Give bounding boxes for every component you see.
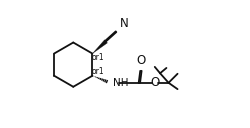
Text: N: N: [120, 17, 128, 30]
Text: O: O: [136, 54, 145, 67]
Text: or1: or1: [92, 53, 104, 62]
Text: NH: NH: [113, 78, 128, 88]
Text: O: O: [150, 76, 160, 89]
Polygon shape: [92, 40, 108, 54]
Text: or1: or1: [92, 67, 104, 76]
